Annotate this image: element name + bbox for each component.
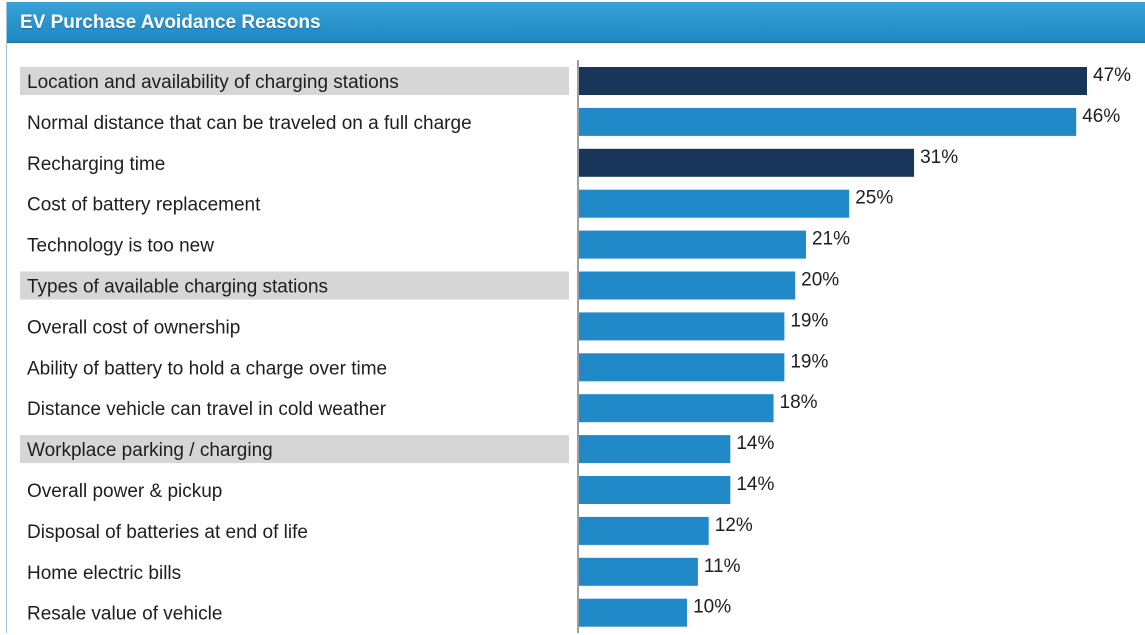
category-highlight-band	[20, 271, 569, 300]
category-label: Recharging time	[27, 154, 165, 175]
bar	[579, 107, 1077, 136]
bar	[579, 353, 785, 382]
chart-header: EV Purchase Avoidance Reasons	[7, 2, 1145, 43]
category-label: Types of available charging stations	[27, 277, 328, 298]
bar	[579, 476, 731, 504]
category-label: Distance vehicle can travel in cold weat…	[27, 399, 387, 420]
value-label: 20%	[801, 270, 839, 291]
value-label: 14%	[736, 474, 774, 495]
category-label: Ability of battery to hold a charge over…	[27, 358, 387, 379]
category-highlight-band	[20, 67, 569, 95]
bar	[579, 148, 915, 177]
value-label: 10%	[693, 597, 731, 618]
value-label: 11%	[704, 556, 741, 577]
bar	[579, 312, 785, 341]
bar	[579, 435, 731, 464]
bar	[579, 394, 774, 423]
chart-title: EV Purchase Avoidance Reasons	[20, 12, 321, 33]
chart-panel: EV Purchase Avoidance Reasons	[6, 2, 1145, 633]
category-label: Resale value of vehicle	[27, 604, 222, 625]
category-label: Normal distance that can be traveled on …	[27, 113, 472, 134]
category-label: Technology is too new	[27, 236, 214, 257]
value-label: 31%	[920, 147, 958, 168]
bar	[579, 67, 1087, 95]
category-label: Overall power & pickup	[27, 481, 222, 502]
value-label: 12%	[715, 515, 753, 536]
bar	[579, 271, 796, 300]
bar	[579, 557, 698, 586]
category-label: Home electric bills	[27, 563, 181, 584]
category-label: Disposal of batteries at end of life	[27, 522, 308, 543]
value-label: 47%	[1093, 65, 1131, 86]
value-label: 19%	[790, 351, 828, 372]
category-highlight-band	[20, 435, 569, 464]
value-label: 14%	[736, 433, 774, 454]
category-label: Workplace parking / charging	[27, 440, 273, 461]
bar	[579, 516, 709, 545]
category-label: Cost of battery replacement	[27, 195, 261, 216]
value-label: 19%	[790, 310, 828, 331]
bar	[579, 598, 688, 627]
value-label: 46%	[1082, 106, 1120, 127]
bar	[579, 230, 806, 259]
category-label: Overall cost of ownership	[27, 317, 240, 338]
value-label: 25%	[855, 188, 893, 209]
value-label: 21%	[812, 229, 850, 250]
value-label: 18%	[780, 392, 818, 413]
category-label: Location and availability of charging st…	[27, 72, 399, 93]
bar	[579, 189, 850, 218]
